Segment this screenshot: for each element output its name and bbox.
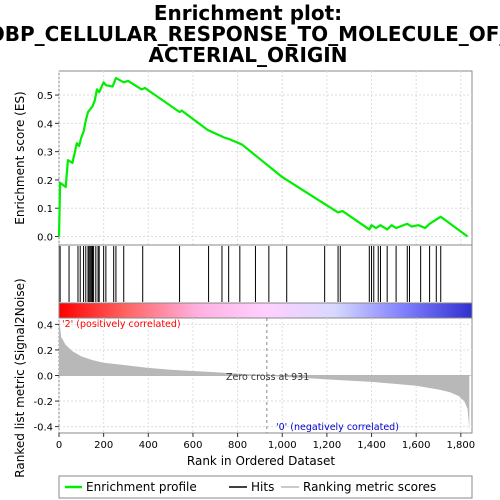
es-panel-frame: [58, 70, 473, 246]
zero-cross-label: Zero cross at 931: [226, 372, 309, 383]
chart-title-line-3: ACTERIAL_ORIGIN: [149, 43, 348, 67]
legend-enrichment-label: Enrichment profile: [86, 480, 197, 494]
es-y-label: Enrichment score (ES): [13, 91, 27, 224]
es-tick-label: 0.5: [37, 91, 53, 102]
enrichment-profile: [57, 76, 469, 238]
metric-tick-label: 0.0: [37, 372, 53, 383]
es-tick-label: 0.3: [37, 148, 53, 159]
x-tick-label: 1,200: [313, 440, 342, 451]
metric-panel: 0.4 0.2 0.0 -0.2 -0.4 '2' (positively correl…: [13, 278, 473, 478]
x-tick-label: 1,400: [357, 440, 386, 451]
x-tick-label: 600: [183, 440, 202, 451]
x-tick-label: 400: [139, 440, 158, 451]
metric-y-ticks: 0.4 0.2 0.0 -0.2 -0.4: [33, 320, 59, 434]
positive-correlation-label: '2' (positively correlated): [62, 319, 181, 330]
es-y-ticks: 0.0 0.1 0.2 0.3 0.4 0.5: [37, 91, 59, 244]
chart-title-line-1: Enrichment plot:: [154, 1, 342, 25]
legend-frame: [58, 475, 473, 499]
metric-tick-label: 0.2: [37, 346, 53, 357]
enrichment-profile-line: [57, 76, 469, 238]
metric-y-label: Ranked list metric (Signal2Noise): [13, 278, 27, 477]
es-tick-label: 0.2: [37, 176, 53, 187]
hits-panel: [58, 244, 473, 304]
negative-correlation-label: '0' (negatively correlated): [276, 422, 399, 433]
metric-tick-label: 0.4: [37, 320, 53, 331]
es-tick-label: 0.1: [37, 204, 53, 215]
metric-tick-label: -0.2: [33, 397, 53, 408]
x-tick-label: 200: [94, 440, 113, 451]
legend: Enrichment profile Hits Ranking metric s…: [58, 475, 473, 499]
x-tick-label: 800: [228, 440, 247, 451]
x-tick-label: 1,600: [402, 440, 431, 451]
x-axis-label: Rank in Ordered Dataset: [187, 454, 335, 468]
chart-title-line-2: GOBP_CELLULAR_RESPONSE_TO_MOLECULE_OF_B: [0, 22, 500, 46]
es-panel: 0.0 0.1 0.2 0.3 0.4 0.5 Enrichment score (ES): [13, 70, 473, 246]
es-tick-label: 0.0: [37, 233, 53, 244]
x-tick-label: 1,000: [268, 440, 297, 451]
es-grid: [58, 71, 472, 245]
legend-hits-label: Hits: [251, 480, 274, 494]
metric-area-fill: [59, 318, 470, 430]
legend-metric-label: Ranking metric scores: [303, 480, 436, 494]
metric-tick-label: -0.4: [33, 423, 53, 434]
es-tick-label: 0.4: [37, 119, 53, 130]
ranking-metric-area: [59, 318, 472, 433]
x-axis-ticks: 0 200 400 600 800 1,000 1,200 1,400 1,600 1,800: [56, 433, 475, 451]
x-tick-label: 0: [56, 440, 62, 451]
hit-markers: [59, 246, 442, 302]
x-tick-label: 1,800: [447, 440, 476, 451]
hits-panel-frame: [58, 244, 473, 304]
ranking-gradient-bar: [58, 302, 473, 319]
